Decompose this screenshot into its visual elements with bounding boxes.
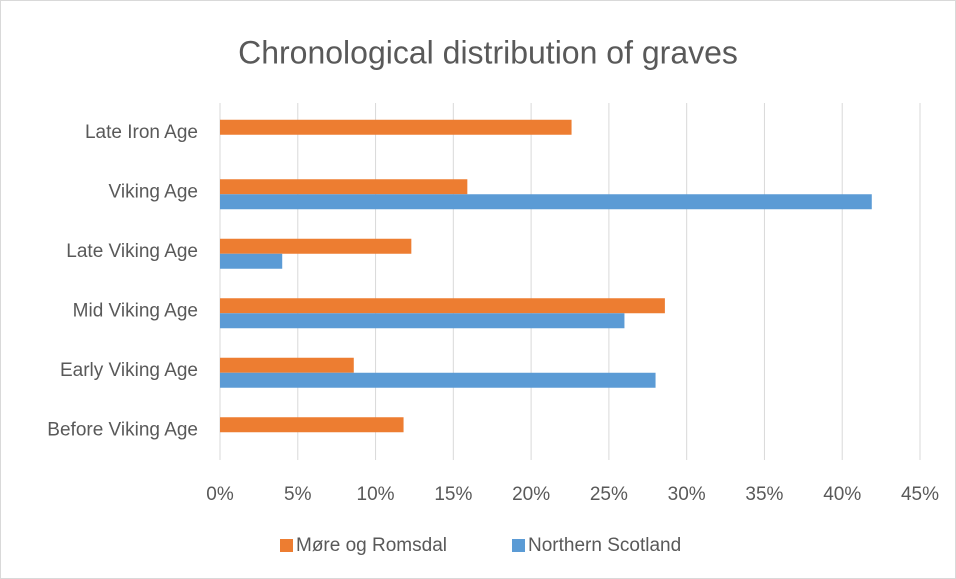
- bar: [220, 357, 354, 373]
- legend-swatch: [512, 539, 525, 552]
- legend-swatch: [280, 539, 293, 552]
- bar: [220, 179, 468, 195]
- bar: [220, 253, 283, 269]
- y-tick-label: Mid Viking Age: [73, 300, 198, 321]
- bar: [220, 372, 656, 388]
- bar: [220, 119, 572, 135]
- bar: [220, 417, 404, 433]
- bar: [220, 313, 625, 329]
- bar: [220, 298, 665, 314]
- x-tick-label: 5%: [284, 484, 312, 505]
- x-tick-label: 20%: [512, 484, 550, 505]
- legend-label: Møre og Romsdal: [296, 535, 447, 556]
- y-tick-label: Late Iron Age: [85, 122, 198, 143]
- x-tick-label: 0%: [206, 484, 234, 505]
- bar: [220, 194, 872, 210]
- x-tick-label: 40%: [823, 484, 861, 505]
- chart-title: Chronological distribution of graves: [238, 34, 738, 70]
- x-tick-label: 10%: [357, 484, 395, 505]
- legend-label: Northern Scotland: [528, 535, 681, 556]
- x-tick-label: 15%: [434, 484, 472, 505]
- x-tick-label: 35%: [745, 484, 783, 505]
- x-tick-label: 45%: [901, 484, 939, 505]
- x-tick-label: 30%: [668, 484, 706, 505]
- bar: [220, 238, 412, 254]
- y-tick-label: Before Viking Age: [47, 419, 198, 440]
- y-tick-label: Viking Age: [109, 181, 198, 202]
- y-tick-label: Early Viking Age: [60, 360, 198, 381]
- x-tick-label: 25%: [590, 484, 628, 505]
- y-tick-label: Late Viking Age: [66, 241, 198, 262]
